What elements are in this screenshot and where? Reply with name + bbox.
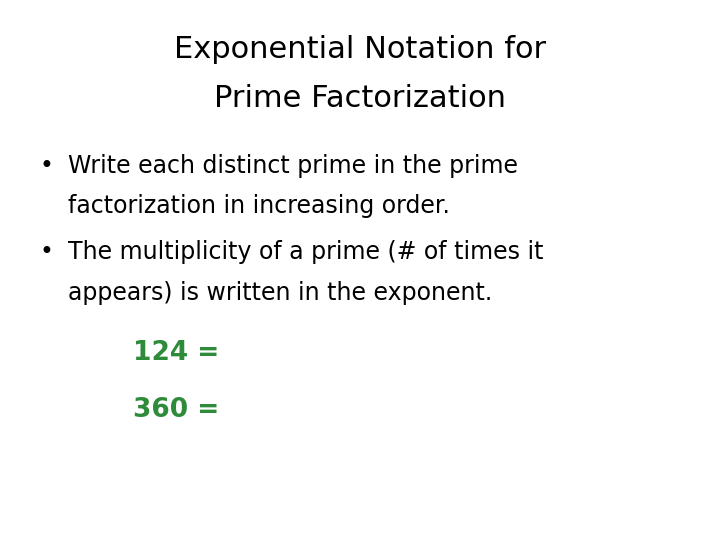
Text: appears) is written in the exponent.: appears) is written in the exponent. (68, 281, 492, 305)
Text: Exponential Notation for: Exponential Notation for (174, 35, 546, 64)
Text: 360 =: 360 = (133, 397, 220, 423)
Text: Write each distinct prime in the prime: Write each distinct prime in the prime (68, 154, 518, 178)
Text: •: • (40, 240, 53, 264)
Text: 124 =: 124 = (133, 340, 220, 366)
Text: Prime Factorization: Prime Factorization (214, 84, 506, 113)
Text: The multiplicity of a prime (# of times it: The multiplicity of a prime (# of times … (68, 240, 544, 264)
Text: factorization in increasing order.: factorization in increasing order. (68, 194, 450, 218)
Text: •: • (40, 154, 53, 178)
